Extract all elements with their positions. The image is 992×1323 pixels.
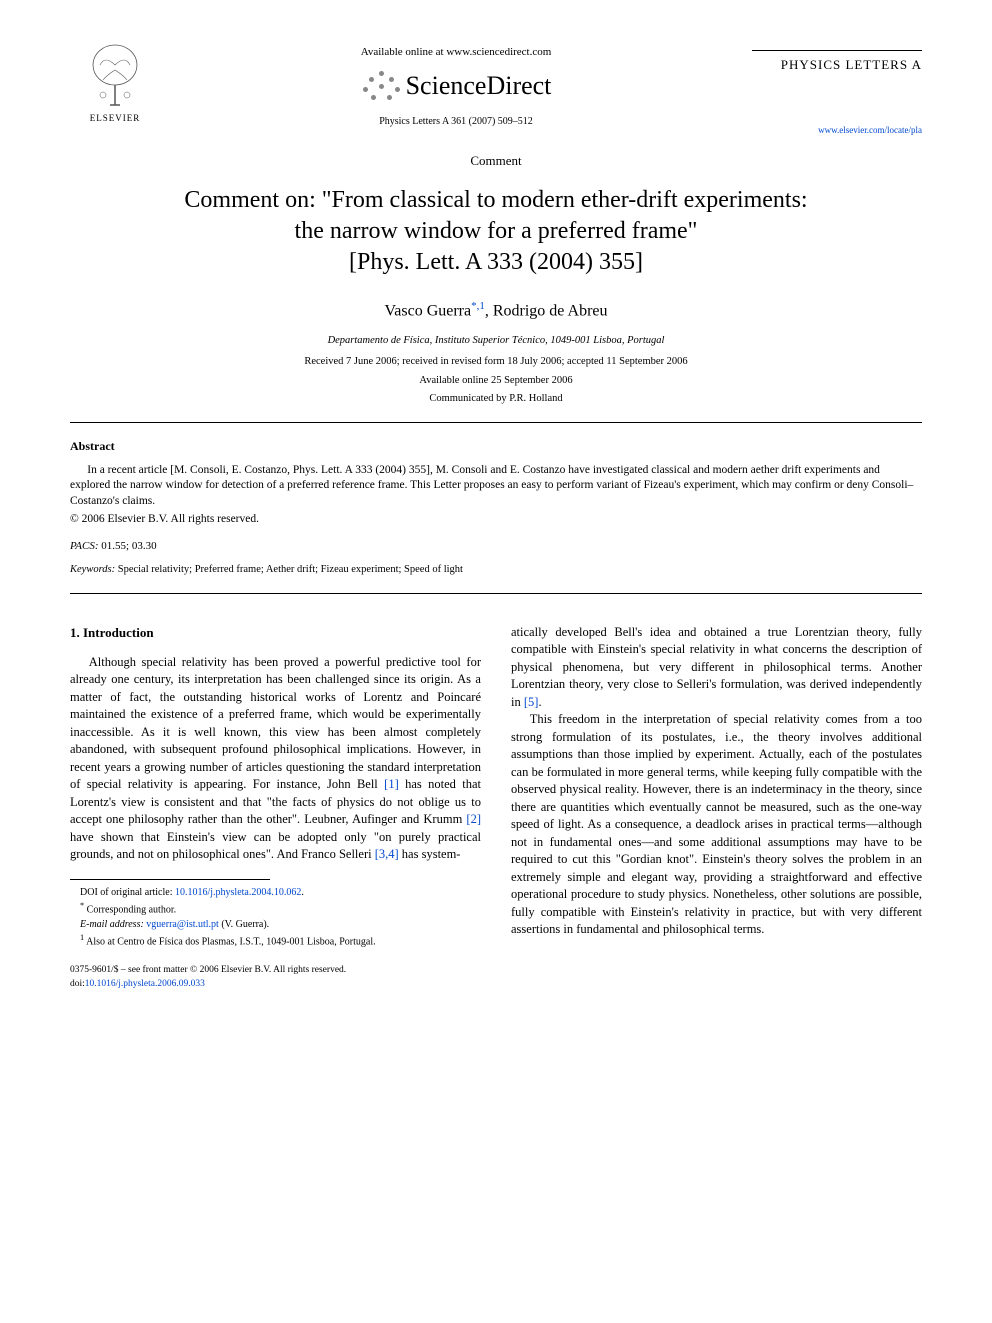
- ref-link-3-4[interactable]: [3,4]: [375, 847, 399, 861]
- footnotes-block: DOI of original article: 10.1016/j.physl…: [70, 885, 481, 950]
- keywords-values: Special relativity; Preferred frame; Aet…: [118, 564, 463, 575]
- abstract-text: In a recent article [M. Consoli, E. Cost…: [70, 463, 922, 510]
- intro-paragraph: Although special relativity has been pro…: [70, 654, 481, 864]
- footnote-corresponding: * Corresponding author.: [70, 900, 481, 917]
- sciencedirect-dots-icon: [361, 69, 401, 104]
- header-row: ELSEVIER Available online at www.science…: [70, 40, 922, 137]
- received-dates: Received 7 June 2006; received in revise…: [70, 355, 922, 370]
- elsevier-label: ELSEVIER: [90, 112, 141, 125]
- footer-doi-line: doi:10.1016/j.physleta.2006.09.033: [70, 978, 922, 991]
- original-doi-link[interactable]: 10.1016/j.physleta.2004.10.062: [175, 887, 301, 898]
- elsevier-tree-icon: [85, 40, 145, 110]
- keywords-label: Keywords:: [70, 564, 115, 575]
- author-1-sup[interactable]: *,1: [471, 300, 485, 312]
- title-line3: [Phys. Lett. A 333 (2004) 355]: [349, 249, 643, 275]
- divider: [70, 593, 922, 594]
- author-2: Rodrigo de Abreu: [493, 302, 608, 319]
- footer-issn: 0375-9601/$ – see front matter © 2006 El…: [70, 964, 922, 977]
- keywords-line: Keywords: Special relativity; Preferred …: [70, 563, 922, 578]
- two-column-body: 1. Introduction Although special relativ…: [70, 624, 922, 950]
- footnote-1: 1 Also at Centro de Física dos Plasmas, …: [70, 932, 481, 949]
- divider: [70, 422, 922, 423]
- abstract-heading: Abstract: [70, 438, 922, 455]
- journal-url-link[interactable]: www.elsevier.com/locate/pla: [752, 124, 922, 137]
- section-1-heading: 1. Introduction: [70, 624, 481, 642]
- sciencedirect-text: ScienceDirect: [406, 68, 552, 104]
- title-line1: Comment on: "From classical to modern et…: [184, 187, 807, 213]
- center-header: Available online at www.sciencedirect.co…: [160, 40, 752, 129]
- pacs-label: PACS:: [70, 540, 99, 552]
- footnote-email: E-mail address: vguerra@ist.utl.pt (V. G…: [70, 917, 481, 932]
- article-title: Comment on: "From classical to modern et…: [70, 185, 922, 279]
- sciencedirect-logo: ScienceDirect: [160, 68, 752, 104]
- pacs-values: 01.55; 03.30: [101, 540, 156, 552]
- email-link[interactable]: vguerra@ist.utl.pt: [146, 919, 219, 930]
- ref-link-5[interactable]: [5]: [524, 695, 539, 709]
- intro-continued: atically developed Bell's idea and obtai…: [511, 624, 922, 712]
- pacs-line: PACS: 01.55; 03.30: [70, 539, 922, 554]
- left-column: 1. Introduction Although special relativ…: [70, 624, 481, 950]
- authors: Vasco Guerra*,1, Rodrigo de Abreu: [70, 299, 922, 323]
- elsevier-logo-block: ELSEVIER: [70, 40, 160, 125]
- communicated-by: Communicated by P.R. Holland: [70, 392, 922, 407]
- citation-text: Physics Letters A 361 (2007) 509–512: [160, 115, 752, 129]
- abstract-copyright: © 2006 Elsevier B.V. All rights reserved…: [70, 511, 922, 527]
- title-line2: the narrow window for a preferred frame": [295, 218, 698, 244]
- intro-para-3: This freedom in the interpretation of sp…: [511, 711, 922, 939]
- available-date: Available online 25 September 2006: [70, 374, 922, 389]
- available-online-text: Available online at www.sciencedirect.co…: [160, 45, 752, 60]
- journal-name: PHYSICS LETTERS A: [752, 50, 922, 74]
- affiliation: Departamento de Física, Instituto Superi…: [70, 334, 922, 349]
- ref-link-1[interactable]: [1]: [384, 777, 399, 791]
- ref-link-2[interactable]: [2]: [466, 812, 481, 826]
- footnote-doi: DOI of original article: 10.1016/j.physl…: [70, 885, 481, 900]
- right-column: atically developed Bell's idea and obtai…: [511, 624, 922, 950]
- footnote-rule: [70, 879, 270, 880]
- author-1: Vasco Guerra: [384, 302, 471, 319]
- footer-doi-link[interactable]: 10.1016/j.physleta.2006.09.033: [85, 979, 205, 989]
- comment-label: Comment: [70, 152, 922, 170]
- footer-info: 0375-9601/$ – see front matter © 2006 El…: [70, 964, 922, 991]
- right-header: PHYSICS LETTERS A www.elsevier.com/locat…: [752, 40, 922, 137]
